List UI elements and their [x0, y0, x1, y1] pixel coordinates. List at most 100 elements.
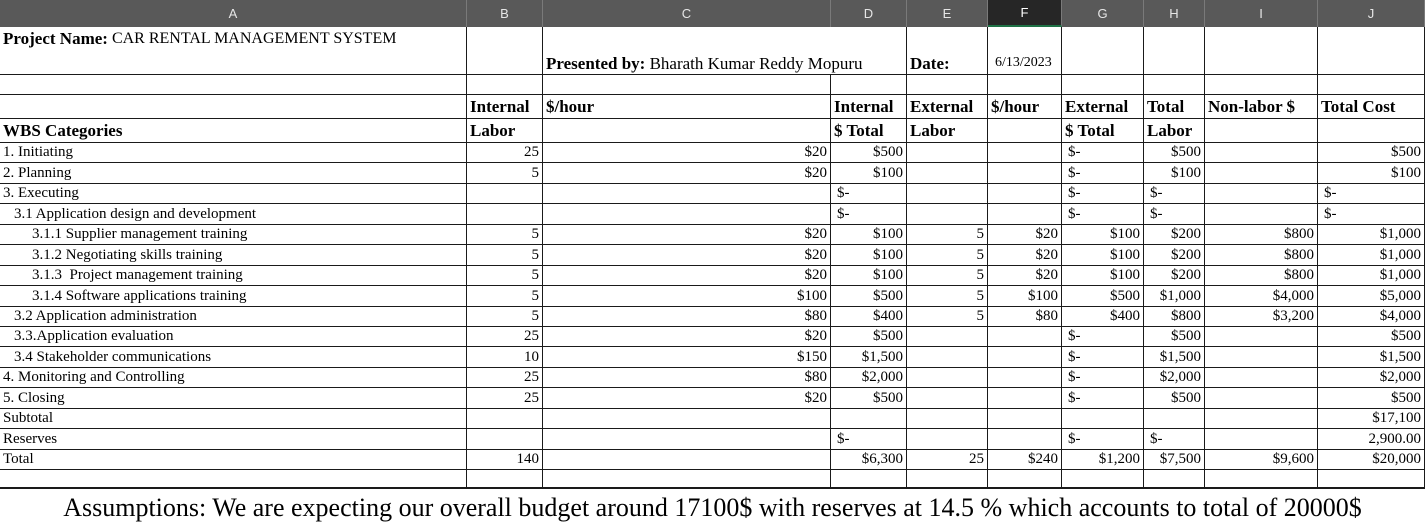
cell: $500	[1318, 143, 1425, 164]
cell: $1,500	[1318, 347, 1425, 368]
cell: 3.1.1 Supplier management training	[0, 224, 467, 246]
cell-value: $20	[1035, 246, 1059, 263]
column-title: WBS Categories	[3, 121, 123, 140]
cell: $800	[1144, 306, 1205, 327]
cell: $100	[831, 265, 907, 287]
cell-value: $-	[1150, 430, 1163, 447]
cell: $1,000	[1144, 286, 1205, 307]
cell: $-	[1062, 347, 1144, 368]
column-header: E	[907, 0, 988, 27]
cell	[831, 470, 907, 488]
cell-value: 5	[531, 307, 540, 324]
empty-cell	[988, 163, 1062, 184]
empty-cell	[1205, 183, 1318, 205]
cell-value: $-	[837, 430, 850, 447]
label: Project Name:	[3, 29, 108, 48]
cell: $4,000	[1205, 286, 1318, 307]
cell-value: $80	[804, 307, 828, 324]
column-header: G	[1062, 0, 1144, 27]
cell-value: $-	[1068, 369, 1081, 386]
column-title: Labor	[1147, 121, 1193, 140]
cell: 25	[467, 367, 543, 389]
cell: $-	[1062, 326, 1144, 348]
column-title: External	[1065, 97, 1129, 116]
cell	[1144, 470, 1205, 488]
cell-value: 4. Monitoring and Controlling	[3, 369, 185, 386]
cell: $-	[1062, 367, 1144, 389]
column-title: Total Cost	[1321, 97, 1396, 116]
cell-value: 1. Initiating	[3, 144, 73, 161]
cell: External	[1062, 95, 1144, 119]
column-header: A	[0, 0, 467, 27]
cell: $100	[1062, 224, 1144, 246]
cell: $3,200	[1205, 306, 1318, 327]
cell: 5. Closing	[0, 388, 467, 409]
cell: $80	[543, 306, 831, 327]
column-header: C	[543, 0, 831, 27]
cell-value: $400	[873, 307, 903, 324]
cell: Date:	[907, 27, 988, 75]
cell-value: $-	[837, 185, 850, 202]
empty-cell	[543, 449, 831, 470]
cell: Presented by: Bharath Kumar Reddy Mopuru	[543, 27, 863, 75]
empty-cell	[1205, 347, 1318, 368]
empty-cell	[1205, 326, 1318, 348]
cell: 3.3.Application evaluation	[0, 326, 467, 348]
cell: $7,500	[1144, 449, 1205, 470]
empty-cell	[543, 204, 831, 225]
cell-value: Total	[3, 451, 34, 467]
cell-value: 2,900.00	[1368, 430, 1422, 447]
cell: 5	[467, 245, 543, 266]
cell-value: $4,000	[1272, 287, 1314, 304]
cell	[988, 470, 1062, 488]
cell-value: $20	[804, 226, 828, 243]
cell: $1,000	[1318, 265, 1425, 287]
cell-value: $1,000	[1379, 246, 1421, 263]
cell: $20	[543, 163, 831, 184]
cell	[831, 27, 907, 75]
cell: 3.1 Application design and development	[0, 204, 467, 225]
cell	[467, 27, 543, 75]
column-header: F	[988, 0, 1062, 27]
cell-value: $500	[1110, 287, 1140, 304]
cell: $800	[1205, 265, 1318, 287]
cell: Internal	[467, 95, 543, 119]
cell	[0, 470, 467, 488]
cell: $-	[1144, 429, 1205, 450]
cell	[907, 470, 988, 488]
cell: $ Total	[831, 119, 907, 143]
empty-cell	[1205, 163, 1318, 184]
empty-cell	[1205, 143, 1318, 164]
cell: $4,000	[1318, 306, 1425, 327]
cell-value: $1,500	[1379, 348, 1421, 365]
cell: $500	[1062, 286, 1144, 307]
cell: $100	[1062, 265, 1144, 287]
cell-value: 25	[524, 389, 539, 406]
cell-value: $100	[873, 226, 903, 243]
cell: $20	[543, 245, 831, 266]
cell-value: $20	[804, 164, 828, 181]
cell: $1,200	[1062, 449, 1144, 470]
empty-cell	[0, 95, 467, 119]
empty-cell	[1205, 367, 1318, 389]
cell-value: $-	[1324, 205, 1337, 222]
cell-value: 3.1.1 Supplier management training	[32, 226, 248, 243]
cell: 5	[467, 265, 543, 287]
label: Presented by:	[546, 54, 646, 73]
cell: Total	[0, 449, 467, 470]
cell-value: 3.4 Stakeholder communications	[14, 348, 212, 365]
cell: 4. Monitoring and Controlling	[0, 367, 467, 389]
empty-cell	[988, 347, 1062, 368]
cell-value: Subtotal	[3, 410, 54, 427]
cell: Project Name: CAR RENTAL MANAGEMENT SYST…	[0, 27, 467, 75]
empty-cell	[467, 204, 543, 225]
cell: 3.1.3 Project management training	[0, 265, 467, 287]
cell-value: 5	[976, 287, 985, 304]
cell: 140	[467, 449, 543, 470]
cell: $-	[1062, 163, 1144, 184]
cell: 5	[907, 306, 988, 327]
cell: $1,000	[1318, 224, 1425, 246]
cell-value: $1,000	[1159, 287, 1201, 304]
cell: 3. Executing	[0, 183, 467, 205]
